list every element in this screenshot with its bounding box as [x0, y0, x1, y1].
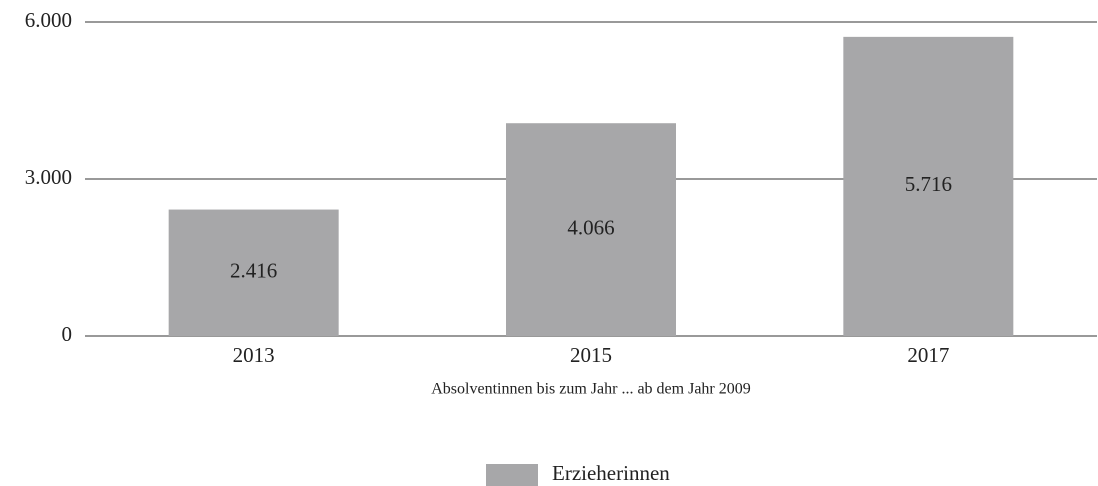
bar [843, 36, 1014, 336]
y-tick-label: 0 [62, 322, 73, 346]
y-tick-label: 6.000 [25, 8, 72, 32]
legend-swatch [486, 464, 538, 486]
bar [168, 209, 339, 336]
x-tick-label: 2015 [570, 343, 612, 367]
x-tick-label: 2013 [233, 343, 275, 367]
data-label: 2.416 [230, 259, 277, 283]
y-tick-label: 3.000 [25, 165, 72, 189]
legend-label: Erzieherinnen [552, 461, 670, 485]
bar [506, 123, 676, 336]
data-label: 5.716 [905, 172, 952, 196]
x-axis-label: Absolventinnen bis zum Jahr ... ab dem J… [431, 381, 751, 398]
x-tick-label: 2017 [907, 343, 949, 367]
data-label: 4.066 [567, 215, 614, 239]
